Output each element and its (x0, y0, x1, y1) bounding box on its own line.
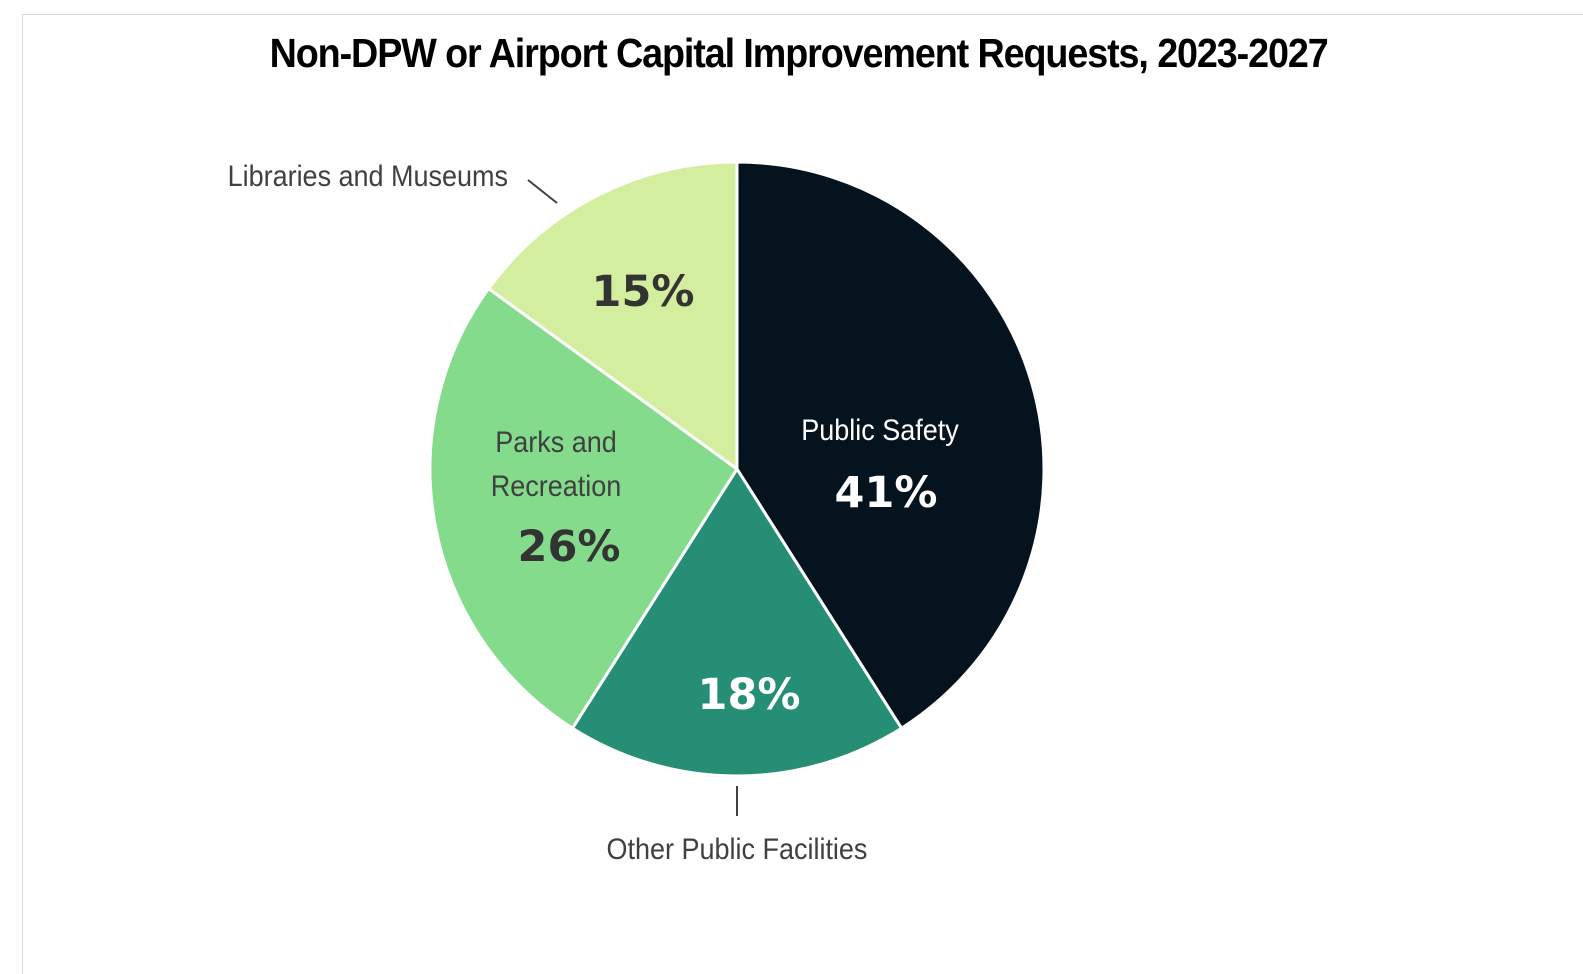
leader-line-libraries-and-museums (527, 179, 558, 204)
chart-frame (22, 14, 1583, 974)
slice-value-label-other-public-facilities: 18% (698, 670, 801, 720)
slice-category-label-parks-and-recreation-line-2: Recreation (491, 470, 621, 504)
slice-category-label-public-safety: Public Safety (801, 414, 959, 448)
pie-chart: Public Safety 41% Other Public Facilities 1… (228, 160, 1046, 867)
slice-value-label-libraries-and-museums: 15% (592, 267, 695, 317)
pie-slice-parks-and-recreation (428, 287, 739, 730)
chart-title: Non-DPW or Airport Capital Improvement R… (269, 30, 1329, 76)
pie-slice-public-safety (735, 160, 1046, 730)
slice-value-label-parks-and-recreation: 26% (518, 522, 621, 572)
slice-category-label-other-public-facilities: Other Public Facilities (607, 833, 868, 867)
slice-category-label-parks-and-recreation-line-1: Parks and (495, 426, 616, 460)
pie-slice-libraries-and-museums (487, 160, 739, 471)
slice-category-label-libraries-and-museums: Libraries and Museums (228, 160, 508, 194)
slice-value-label-public-safety: 41% (835, 468, 938, 518)
pie-slice-other-public-facilities (571, 467, 903, 778)
